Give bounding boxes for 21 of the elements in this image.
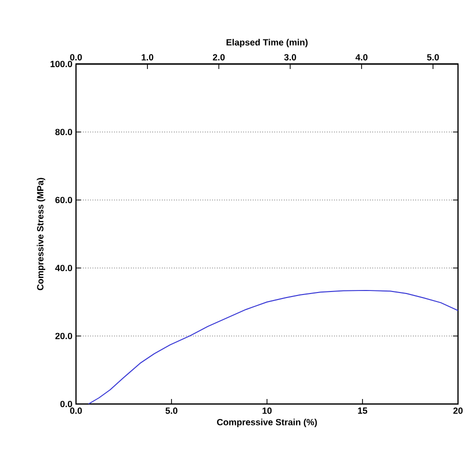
x2-tick-label: 2.0 [212, 54, 225, 60]
x2-tick-label: 3.0 [284, 54, 296, 60]
x-tick-label: 20 [453, 408, 463, 414]
y-tick-label: 40.0 [55, 264, 72, 272]
x-tick-label: 5.0 [166, 408, 178, 414]
y-tick-label: 100.0 [50, 60, 72, 68]
y-axis-title: Compressive Stress (MPa) [36, 178, 46, 290]
x2-axis-title: Elapsed Time (min) [226, 38, 308, 48]
x2-tick-label: 1.0 [142, 54, 154, 60]
x2-tick-label: 4.0 [356, 54, 368, 60]
y-tick-label: 20.0 [55, 332, 72, 340]
y-tick-label: 60.0 [55, 196, 72, 204]
x2-tick-label: 5.0 [427, 54, 439, 60]
x-axis-title: Compressive Strain (%) [217, 418, 317, 428]
y-tick-label: 0.0 [60, 400, 72, 408]
line-series [88, 290, 458, 404]
y-tick-label: 80.0 [55, 128, 72, 136]
x2-tick-label: 0.0 [70, 54, 82, 60]
x-tick-label: 10 [262, 408, 272, 414]
x-tick-label: 0.0 [70, 408, 82, 414]
x-tick-label: 15 [358, 408, 368, 414]
